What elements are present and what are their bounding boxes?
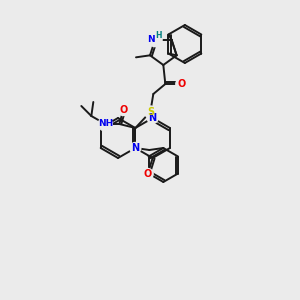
Text: O: O	[119, 105, 128, 115]
Circle shape	[130, 142, 141, 154]
Circle shape	[118, 104, 129, 116]
Text: H: H	[155, 31, 161, 40]
Text: N: N	[148, 113, 157, 123]
Text: S: S	[147, 107, 154, 117]
Text: N: N	[147, 35, 155, 44]
Circle shape	[144, 106, 156, 118]
Circle shape	[176, 79, 187, 89]
Text: N: N	[131, 143, 140, 153]
Text: NH: NH	[98, 119, 113, 128]
Circle shape	[98, 117, 112, 131]
Text: O: O	[143, 169, 152, 179]
Text: O: O	[177, 79, 185, 89]
Circle shape	[142, 169, 153, 179]
Circle shape	[147, 112, 158, 124]
Circle shape	[148, 33, 162, 47]
